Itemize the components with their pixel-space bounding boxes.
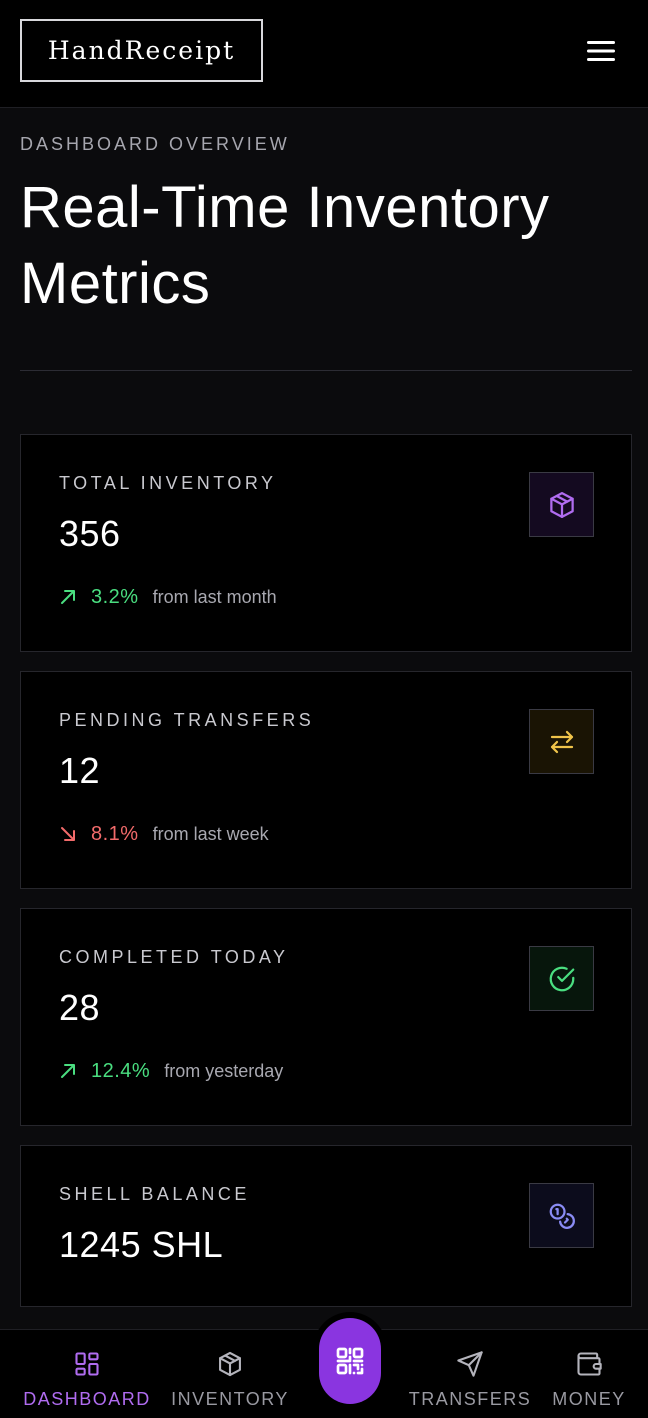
package-icon xyxy=(219,1351,241,1377)
metric-label: SHELL BALANCE xyxy=(59,1184,250,1204)
metric-card-pending-transfers[interactable]: PENDING TRANSFERS 12 8.1% from last week xyxy=(20,671,632,889)
metric-value: 1245 SHL xyxy=(59,1224,224,1265)
metric-trend: 12.4% from yesterday xyxy=(59,1059,283,1083)
trend-percentage: 12.4% xyxy=(91,1059,151,1082)
metric-icon-box xyxy=(529,709,594,774)
nav-item-inventory[interactable]: INVENTORY xyxy=(168,1330,292,1418)
trend-down-icon xyxy=(59,822,83,846)
metric-icon-box xyxy=(529,1183,594,1248)
nav-label: TRANSFERS xyxy=(408,1389,532,1409)
app-logo[interactable]: HandReceipt xyxy=(20,19,263,82)
page-title: Real-Time Inventory Metrics xyxy=(20,175,550,316)
metric-label: TOTAL INVENTORY xyxy=(59,473,277,493)
metric-card-shell-balance[interactable]: SHELL BALANCE 1245 SHL xyxy=(20,1145,632,1307)
metric-value: 12 xyxy=(59,750,101,791)
trend-note: from last month xyxy=(152,586,277,607)
package-icon xyxy=(549,491,574,518)
metric-value: 28 xyxy=(59,987,101,1028)
trend-note: from yesterday xyxy=(164,1060,284,1081)
nav-label: INVENTORY xyxy=(171,1389,289,1409)
trend-percentage: 3.2% xyxy=(91,585,139,608)
app-header: HandReceipt xyxy=(0,0,648,108)
trend-up-icon xyxy=(59,1059,83,1083)
dashboard-grid-icon xyxy=(75,1352,99,1376)
nav-item-transfers[interactable]: TRANSFERS xyxy=(406,1330,534,1418)
metric-trend: 3.2% from last month xyxy=(59,585,277,609)
trend-note: from last week xyxy=(152,823,269,844)
nav-label: MONEY xyxy=(552,1389,626,1409)
section-eyebrow: DASHBOARD OVERVIEW xyxy=(20,134,290,154)
arrows-swap-icon xyxy=(550,730,573,753)
wallet-icon xyxy=(577,1352,602,1376)
check-circle-icon xyxy=(549,966,574,991)
metric-value: 356 xyxy=(59,513,121,554)
trend-up-icon xyxy=(59,585,83,609)
metric-trend: 8.1% from last week xyxy=(59,822,269,846)
send-icon xyxy=(457,1351,483,1377)
nav-item-money[interactable]: MONEY xyxy=(546,1330,632,1418)
coins-icon xyxy=(549,1203,575,1229)
nav-label: DASHBOARD xyxy=(23,1389,151,1409)
metric-label: COMPLETED TODAY xyxy=(59,947,289,967)
scan-qr-button[interactable] xyxy=(319,1318,381,1404)
metric-icon-box xyxy=(529,472,594,537)
metric-icon-box xyxy=(529,946,594,1011)
metric-card-total-inventory[interactable]: TOTAL INVENTORY 356 3.2% from last month xyxy=(20,434,632,652)
menu-button[interactable] xyxy=(584,37,618,65)
metric-label: PENDING TRANSFERS xyxy=(59,710,315,730)
divider xyxy=(20,370,632,371)
nav-item-dashboard[interactable]: DASHBOARD xyxy=(22,1330,152,1418)
qr-code-icon xyxy=(336,1347,364,1375)
hamburger-menu-icon xyxy=(587,41,615,61)
trend-percentage: 8.1% xyxy=(91,822,139,845)
metric-card-completed-today[interactable]: COMPLETED TODAY 28 12.4% from yesterday xyxy=(20,908,632,1126)
